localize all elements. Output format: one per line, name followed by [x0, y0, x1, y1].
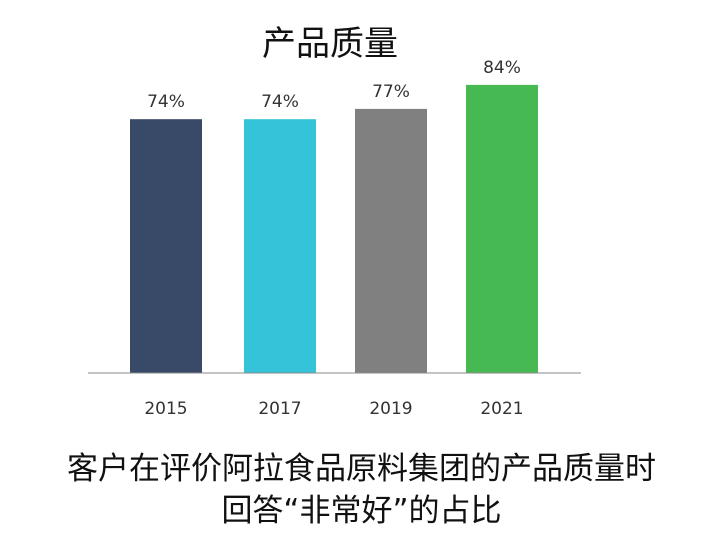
x-tick-label-2021: 2021 [480, 399, 523, 419]
x-tick-label-2017: 2017 [258, 399, 301, 419]
caption-line-2: 回答“非常好”的占比 [221, 493, 502, 529]
caption-line-1: 客户在评价阿拉食品原料集团的产品质量时 [67, 451, 656, 487]
x-tick-label-2019: 2019 [369, 399, 412, 419]
chart-title: 产品质量 [262, 24, 398, 64]
bars-layer [130, 84, 538, 374]
value-label-2015: 74% [147, 92, 185, 112]
bar-2021 [466, 84, 538, 373]
bar-2019 [355, 108, 427, 373]
value-label-2021: 84% [483, 58, 521, 78]
bar-chart: 74% 2015 74% 2017 77% 2019 84% 2021 [88, 58, 581, 419]
bar-2017 [244, 119, 316, 374]
value-label-2017: 74% [261, 92, 299, 112]
x-tick-label-2015: 2015 [144, 399, 187, 419]
labels-layer: 74% 2015 74% 2017 77% 2019 84% 2021 [144, 58, 523, 419]
chart-caption: 客户在评价阿拉食品原料集团的产品质量时 回答“非常好”的占比 [0, 448, 723, 532]
bar-2015 [130, 119, 202, 374]
value-label-2019: 77% [372, 82, 410, 102]
